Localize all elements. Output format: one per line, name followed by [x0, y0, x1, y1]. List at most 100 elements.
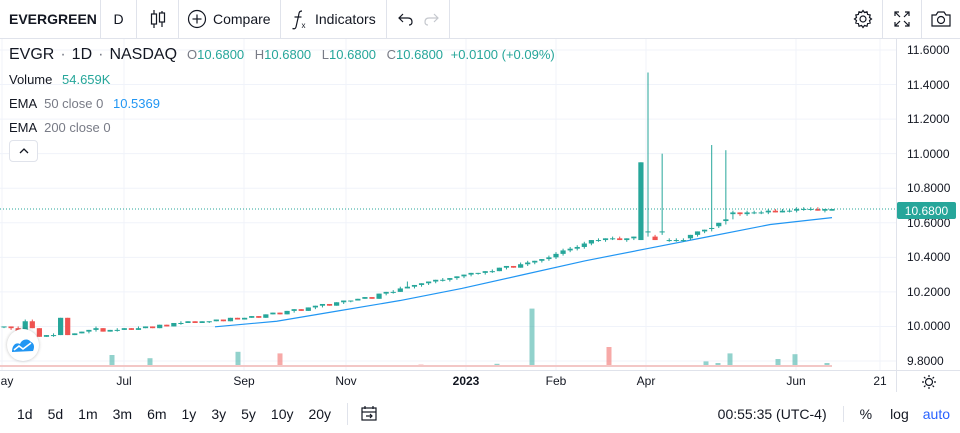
legend-sep-2: ·: [98, 46, 104, 63]
range-button-1y[interactable]: 1y: [181, 406, 197, 422]
sun-gear-icon: [921, 374, 936, 389]
calendar-goto-icon: [361, 406, 377, 421]
snapshot-button[interactable]: [921, 0, 960, 38]
legend-collapse-button[interactable]: [9, 140, 38, 162]
legend-ema50-row[interactable]: EMA 50 close 0 10.5369: [9, 96, 160, 111]
candle-body: [404, 286, 410, 289]
candle: [326, 303, 333, 306]
divider: [347, 403, 349, 425]
undo-icon[interactable]: [397, 10, 415, 28]
compare-button[interactable]: Compare: [179, 0, 281, 38]
candle-body: [72, 333, 78, 336]
tradingview-logo-button[interactable]: [7, 329, 39, 361]
candle: [43, 335, 50, 337]
time-tick-label: Feb: [545, 374, 567, 388]
candle: [482, 271, 488, 275]
candle: [560, 248, 566, 256]
candle-body: [829, 208, 835, 211]
auto-scale-button[interactable]: auto: [922, 406, 950, 422]
compare-label: Compare: [213, 11, 271, 27]
open-value: 10.6800: [197, 47, 245, 62]
candle: [574, 245, 580, 251]
candle: [815, 207, 821, 211]
candle-body: [270, 312, 276, 315]
candle-body: [397, 288, 403, 292]
ema-lines: [214, 216, 833, 328]
candle: [298, 309, 304, 311]
price-axis[interactable]: 11.6000 11.4000 11.2000 11.0000 10.8000 10.60…: [896, 39, 960, 370]
candle: [659, 153, 665, 235]
candle-body: [206, 321, 212, 323]
high-value: 10.6800: [264, 47, 312, 62]
toolbar-right: [843, 0, 960, 38]
ema200-params: 200 close 0: [44, 120, 111, 135]
candle-body: [680, 240, 686, 242]
redo-icon[interactable]: [422, 10, 440, 28]
candle: [751, 210, 757, 215]
candles: [1, 72, 835, 337]
candle-body: [284, 310, 290, 315]
candle-body: [751, 212, 757, 214]
range-button-1d[interactable]: 1d: [17, 406, 33, 422]
candle-body: [79, 331, 85, 334]
candle: [206, 321, 212, 323]
price-tick-label: 10.6000: [907, 215, 951, 230]
candle-body: [263, 314, 269, 318]
candle-body: [475, 272, 481, 274]
percent-scale-button[interactable]: %: [842, 406, 882, 422]
chart-pane[interactable]: [0, 39, 960, 370]
interval-button[interactable]: D: [101, 0, 137, 38]
range-button-10y[interactable]: 10y: [270, 406, 294, 422]
settings-button[interactable]: [843, 0, 882, 38]
candle: [702, 229, 708, 234]
range-button-3m[interactable]: 3m: [112, 406, 133, 422]
chart-style-button[interactable]: [137, 0, 179, 38]
candle: [65, 317, 71, 336]
axis-settings-button[interactable]: [896, 370, 960, 392]
volume-bar: [109, 355, 115, 367]
candle: [765, 208, 771, 215]
candle: [157, 324, 163, 329]
log-scale-button[interactable]: log: [890, 406, 909, 422]
candle: [86, 329, 92, 334]
candle: [610, 236, 616, 241]
candle-body: [362, 297, 368, 299]
time-tick-label: Sep: [233, 374, 255, 388]
candle: [447, 278, 453, 282]
range-button-5d[interactable]: 5d: [47, 406, 64, 422]
candle-body: [779, 210, 786, 213]
range-button-5y[interactable]: 5y: [241, 406, 256, 422]
symbol-search-button[interactable]: EVERGREEN: [0, 0, 101, 38]
range-button-20y[interactable]: 20y: [308, 406, 332, 422]
candle: [525, 260, 531, 266]
candle-body: [348, 300, 354, 302]
candle-body: [461, 274, 467, 277]
goto-date-button[interactable]: [356, 405, 382, 423]
timezone-clock[interactable]: 00:55:35 (UTC-4): [717, 406, 827, 422]
candle-body: [652, 236, 658, 241]
volume-label: Volume: [9, 72, 53, 87]
candle: [822, 208, 828, 213]
fullscreen-button[interactable]: [882, 0, 921, 38]
time-axis[interactable]: May Jul Sep Nov 2023 Feb Apr Jun 21: [0, 370, 896, 392]
legend-ema200-row[interactable]: EMA 200 close 0: [9, 120, 111, 135]
price-chart[interactable]: [0, 39, 896, 370]
legend-volume-row[interactable]: Volume 54.659K: [9, 72, 110, 87]
candle-body: [525, 262, 531, 265]
candle: [383, 291, 389, 296]
price-tick-label: 10.8000: [907, 181, 951, 196]
candle-body: [178, 322, 184, 324]
range-button-1m[interactable]: 1m: [78, 406, 98, 422]
candle-body: [227, 317, 234, 322]
candle-body: [43, 335, 50, 337]
candle-body: [355, 298, 361, 301]
logo-icon: [12, 339, 35, 352]
candle: [418, 283, 425, 287]
candle-body: [86, 329, 92, 332]
candle: [468, 272, 474, 277]
indicators-button[interactable]: x Indicators: [281, 0, 387, 38]
range-button-6m[interactable]: 6m: [147, 406, 167, 422]
range-button-3y[interactable]: 3y: [211, 406, 227, 422]
candle: [263, 314, 269, 318]
svg-text:x: x: [302, 21, 306, 30]
